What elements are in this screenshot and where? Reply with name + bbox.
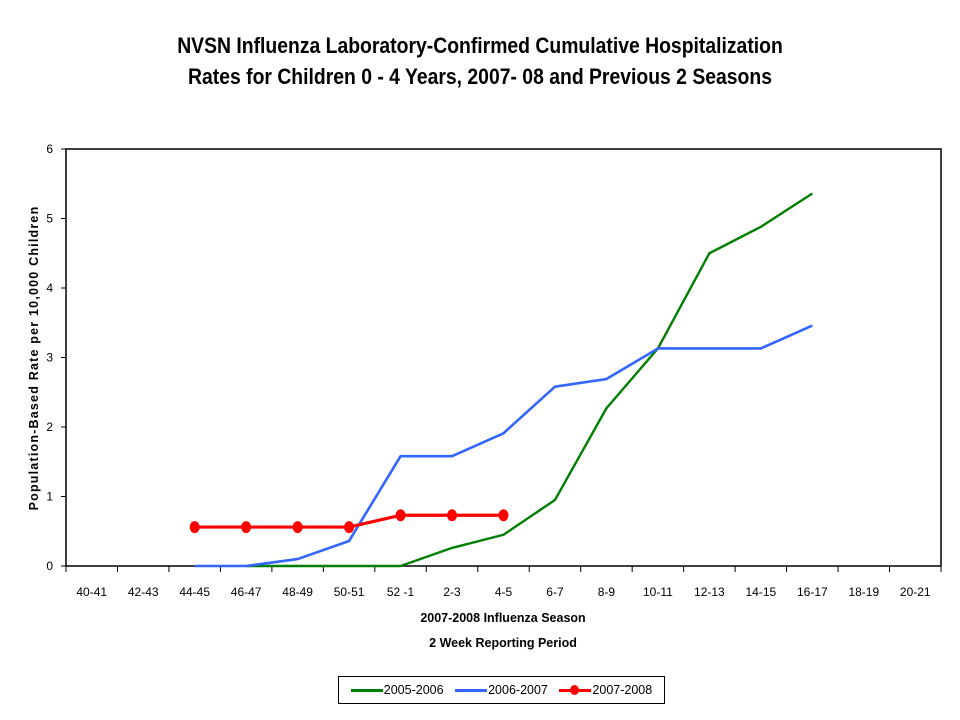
- x-tick-label: 50-51: [334, 585, 365, 599]
- x-tick-label: 42-43: [128, 585, 159, 599]
- series-2005-2006: [246, 192, 813, 568]
- series-line-2006-2007: [194, 324, 813, 568]
- legend-label: 2007-2008: [592, 683, 653, 697]
- y-axis-title: Population-Based Rate per 10,000 Childre…: [27, 206, 41, 511]
- legend-label: 2005-2006: [383, 683, 444, 697]
- x-tick-label: 4-5: [495, 585, 513, 599]
- x-tick-label: 40-41: [76, 585, 107, 599]
- x-tick-label: 10-11: [643, 585, 673, 599]
- plot-frame: [65, 148, 942, 567]
- series-group: [189, 192, 813, 568]
- y-tick-label: 5: [46, 212, 53, 226]
- legend: 2005-2006 2006-2007 2007-2008: [338, 676, 665, 704]
- x-tick-label: 52 -1: [387, 585, 415, 599]
- x-tick-label: 46-47: [231, 585, 262, 599]
- legend-swatch-2006-2007: [455, 685, 488, 695]
- x-tick-label: 14-15: [746, 585, 777, 599]
- x-axis-title-line-2: 2 Week Reporting Period: [429, 636, 577, 650]
- y-tick-label: 3: [46, 351, 53, 365]
- y-tick-label: 1: [46, 490, 53, 504]
- legend-item-2005-2006: 2005-2006: [350, 683, 444, 697]
- data-point-2007-2008: [189, 521, 200, 534]
- x-tick-label: 20-21: [900, 585, 931, 599]
- data-point-2007-2008: [447, 509, 458, 522]
- x-tick-label: 44-45: [179, 585, 210, 599]
- chart-title-line-2: Rates for Children 0 - 4 Years, 2007- 08…: [188, 64, 772, 89]
- x-tick-label: 2-3: [443, 585, 461, 599]
- legend-item-2006-2007: 2006-2007: [455, 683, 548, 697]
- data-point-2007-2008: [292, 521, 303, 534]
- y-tick-label: 4: [46, 281, 53, 295]
- data-point-2007-2008: [395, 509, 406, 522]
- x-axis: 40-41 42-43 44-45 46-47 48-49 50-51 52 -1 2-3 4-…: [65, 566, 942, 599]
- chart-title: NVSN Influenza Laboratory-Confirmed Cumu…: [58, 30, 903, 92]
- data-point-2007-2008: [498, 509, 509, 522]
- legend-swatch-2007-2008: [559, 685, 592, 695]
- y-tick-label: 0: [46, 559, 53, 573]
- legend-item-2007-2008: 2007-2008: [559, 683, 652, 697]
- y-tick-label: 2: [46, 420, 53, 434]
- legend-swatch-2005-2006: [350, 685, 383, 695]
- x-tick-label: 6-7: [546, 585, 564, 599]
- plot-area-border: [65, 148, 942, 567]
- data-point-2007-2008: [344, 521, 355, 534]
- series-2007-2008: [189, 509, 509, 534]
- y-axis: 0 1 2 3 4 5 6: [46, 142, 66, 573]
- chart-title-line-1: NVSN Influenza Laboratory-Confirmed Cumu…: [177, 33, 783, 58]
- y-tick-label: 6: [46, 142, 53, 156]
- x-tick-label: 12-13: [694, 585, 725, 599]
- x-tick-label: 8-9: [598, 585, 616, 599]
- x-tick-label: 48-49: [282, 585, 313, 599]
- x-tick-label: 18-19: [848, 585, 879, 599]
- x-tick-label: 16-17: [797, 585, 828, 599]
- series-line-2005-2006: [246, 192, 813, 568]
- data-point-2007-2008: [241, 521, 252, 534]
- legend-label: 2006-2007: [488, 683, 548, 697]
- series-2006-2007: [194, 324, 813, 568]
- x-axis-title-line-1: 2007-2008 Influenza Season: [420, 611, 585, 625]
